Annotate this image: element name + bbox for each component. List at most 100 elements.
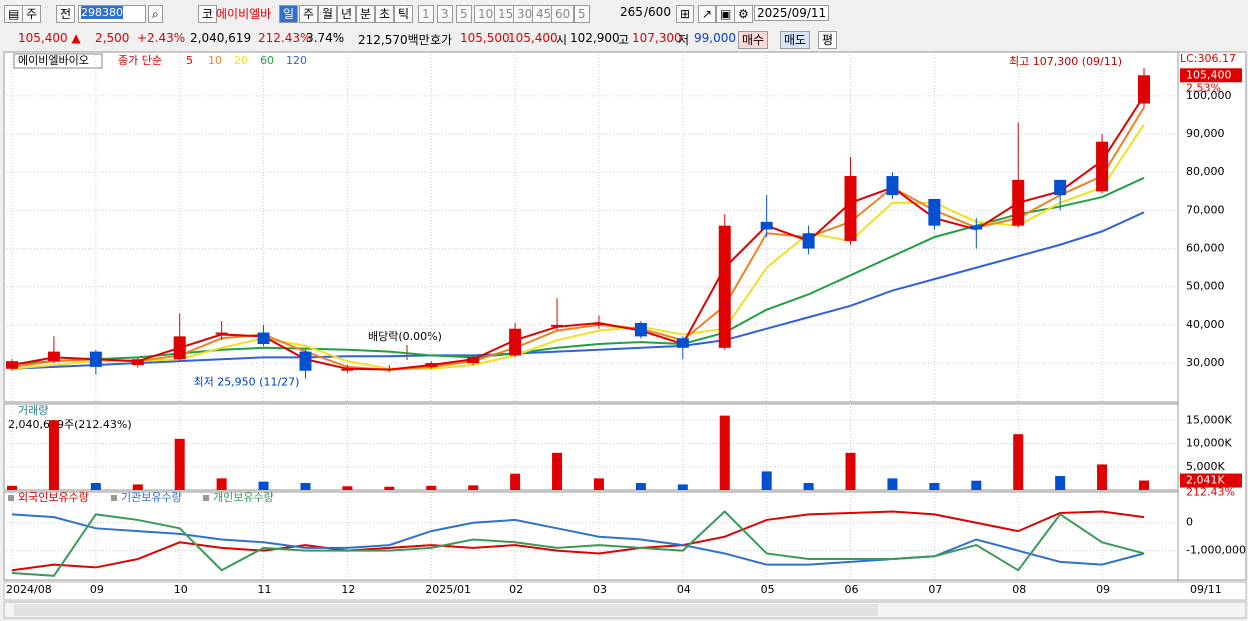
candle-body [1054,179,1067,196]
candle-body [592,322,605,325]
volume-bar [90,483,101,490]
interval-button[interactable]: 15 [494,5,518,23]
search-button[interactable]: ⌕ [148,5,163,23]
y-tick-label: 80,000 [1186,165,1225,178]
scrollbar[interactable] [3,601,1247,619]
right-axis [1177,51,1247,581]
period-button[interactable]: 초 [375,5,395,23]
ask: 105,500 [460,31,510,45]
legend-swatch [111,495,117,501]
interval-button[interactable]: 1 [418,5,434,23]
y-tick-label: 10,000K [1186,437,1232,450]
volume-bar [342,486,353,490]
tool-button[interactable]: ⊞ [676,5,695,23]
interval-button[interactable]: 60 [551,5,575,23]
period-button[interactable]: 월 [318,5,338,23]
period-button[interactable]: 분 [356,5,376,23]
candle-body [1138,75,1150,104]
legend-entry: 기관보유수량 [121,491,182,504]
stock-name[interactable]: 에이비엘바 [216,7,272,21]
sell-button[interactable]: 매도 [780,31,811,49]
avg-button[interactable]: 평 [818,31,838,49]
kind-select[interactable]: 주 [22,5,42,23]
y-tick-label: 50,000 [1186,280,1225,293]
tool-button[interactable]: ▣ [716,5,736,23]
y-tick-label: 60,000 [1186,242,1225,255]
dividend-note: 배당락(0.00%) [368,330,442,343]
candle-body [634,322,647,337]
ownership-panel [3,491,1179,581]
candle-body [970,225,983,230]
candle-body [1012,179,1025,226]
date-input[interactable]: 2025/09/11 [754,5,830,21]
last-volume-box [1180,473,1242,488]
period-button[interactable]: 년 [337,5,357,23]
tool-button[interactable]: ↗ [698,5,717,23]
unit-select[interactable]: 5 [574,5,590,23]
x-tick-label: 2025/01 [425,583,471,596]
count-input[interactable]: 265 [620,5,643,19]
code-input[interactable]: 298380 [78,5,146,23]
volume-bar [1139,480,1149,490]
candle-body [131,359,144,365]
period-button[interactable]: 일 [279,5,299,23]
turnover: 3.74% [306,31,345,45]
volume-bar [510,473,521,490]
price: 105,400 ▲ [18,31,81,45]
interval-button[interactable]: 3 [437,5,453,23]
candle-body [467,357,480,364]
low-annotation: 최저 25,950 (11/27) [193,376,299,389]
x-tick-label: 2024/08 [6,583,52,596]
candle-body [509,328,522,356]
volume-bar [803,483,814,490]
x-tick-label: 11 [258,583,272,596]
volume-bar [887,478,898,490]
prev-button[interactable]: 전 [56,5,76,23]
high-label: 고 [618,33,630,47]
candle-body [89,351,102,367]
legend-entry: 개인보유수량 [213,491,274,504]
volume-bar [635,483,646,490]
interval-button[interactable]: 5 [456,5,472,23]
rate: +2.43% [137,31,186,45]
volume-bar [593,478,604,490]
x-tick-label: 05 [761,583,775,596]
menu-button[interactable]: ▤ [4,5,24,23]
series-line [11,177,1145,365]
volume-bar [384,486,395,490]
x-axis [3,581,1247,601]
ma-legend-label: 종가 단순 [118,54,162,67]
code-text: 298380 [81,6,123,19]
period-button[interactable]: 주 [299,5,319,23]
volume-bar [174,438,185,490]
tool-button[interactable]: ⚙ [734,5,753,23]
candle-body [6,361,18,369]
volume-bar [971,480,982,490]
low: 99,000 [694,31,736,45]
legend-entry: 20 [234,54,248,67]
ask-label: 호가 [430,33,453,47]
bid: 105,400 [508,31,558,45]
candle-body [802,233,815,249]
legend-entry: 외국인보유수량 [18,491,89,504]
volume-bar [258,481,269,490]
volume-bar [1097,464,1108,490]
last-volume-rate: 212.43% [1186,486,1235,499]
y-tick-label: 70,000 [1186,203,1225,216]
y-tick-label: -1,000,000 [1186,544,1246,557]
period-button[interactable]: 틱 [394,5,414,23]
legend-entry: 120 [286,54,307,67]
scroll-thumb[interactable] [14,604,878,616]
volume-bar [426,485,437,490]
y-tick-label: 40,000 [1186,318,1225,331]
amount: 212,570백만 [358,33,430,47]
volume-title: 거래량 [18,404,48,417]
candle-body [1096,141,1109,192]
interval-button[interactable]: 30 [513,5,537,23]
volume-bar [552,452,563,490]
candle-body [47,351,60,362]
candle-body [341,368,354,371]
buy-button[interactable]: 매수 [738,31,769,49]
volume-bar [48,420,59,490]
volume-bar [216,478,227,490]
